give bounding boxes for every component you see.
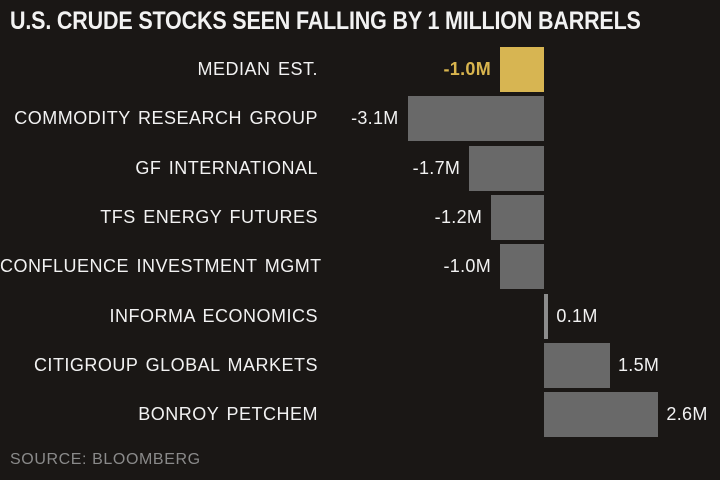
category-label: TFS ENERGY FUTURES [100,206,318,227]
category-label: CONFLUENCE INVESTMENT MGMT [0,256,322,277]
value-label: -1.0M [443,59,491,79]
value-label: 2.6M [666,404,708,425]
value-label: -3.1M [351,108,399,129]
value-label: -1.2M [434,206,483,227]
value-label: -1.0M [443,256,491,277]
bar [500,244,544,290]
bar [544,392,659,438]
bar [544,293,549,339]
category-label: GF INTERNATIONAL [135,157,318,178]
bar [469,145,544,191]
value-label: -1.7M [412,157,461,178]
category-label: INFORMA ECONOMICS [109,305,318,326]
bar [491,194,544,240]
category-label: MEDIAN EST. [197,59,318,79]
value-label: 1.5M [618,354,660,375]
category-label: BONROY PETCHEM [138,404,318,425]
bar [500,47,544,92]
source-label: SOURCE: BLOOMBERG [10,451,201,468]
category-label: CITIGROUP GLOBAL MARKETS [33,354,318,375]
bar [544,342,610,388]
chart-title: U.S. CRUDE STOCKS SEEN FALLING BY 1 MILL… [10,7,641,35]
bar [407,96,544,142]
value-label: 0.1M [556,305,598,326]
category-label: COMMODITY RESEARCH GROUP [14,108,318,129]
